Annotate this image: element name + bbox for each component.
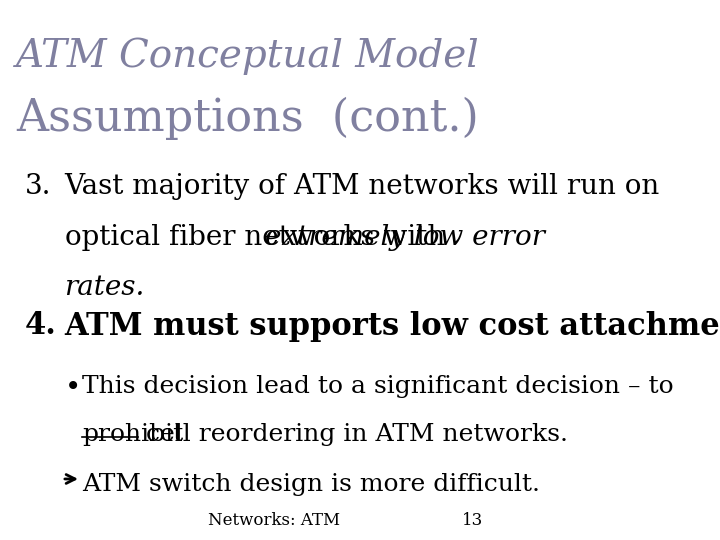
Text: ATM switch design is more difficult.: ATM switch design is more difficult. — [82, 472, 541, 496]
Text: 4.: 4. — [24, 310, 57, 341]
Text: 13: 13 — [462, 512, 482, 529]
Text: ATM must supports low cost attachments: ATM must supports low cost attachments — [65, 310, 720, 341]
Text: Vast majority of ATM networks will run on: Vast majority of ATM networks will run o… — [65, 173, 660, 200]
Text: cell reordering in ATM networks.: cell reordering in ATM networks. — [138, 423, 568, 446]
Text: rates.: rates. — [65, 274, 145, 301]
Text: This decision lead to a significant decision – to: This decision lead to a significant deci… — [82, 375, 673, 399]
Text: •: • — [65, 375, 81, 402]
Text: extremely low error: extremely low error — [266, 224, 546, 251]
Text: Assumptions  (cont.): Assumptions (cont.) — [17, 97, 480, 140]
Text: optical fiber networks with: optical fiber networks with — [65, 224, 454, 251]
Text: ATM Conceptual Model: ATM Conceptual Model — [17, 38, 480, 75]
Text: Networks: ATM: Networks: ATM — [208, 512, 341, 529]
Text: 3.: 3. — [24, 173, 51, 200]
Text: prohibit: prohibit — [82, 423, 183, 446]
